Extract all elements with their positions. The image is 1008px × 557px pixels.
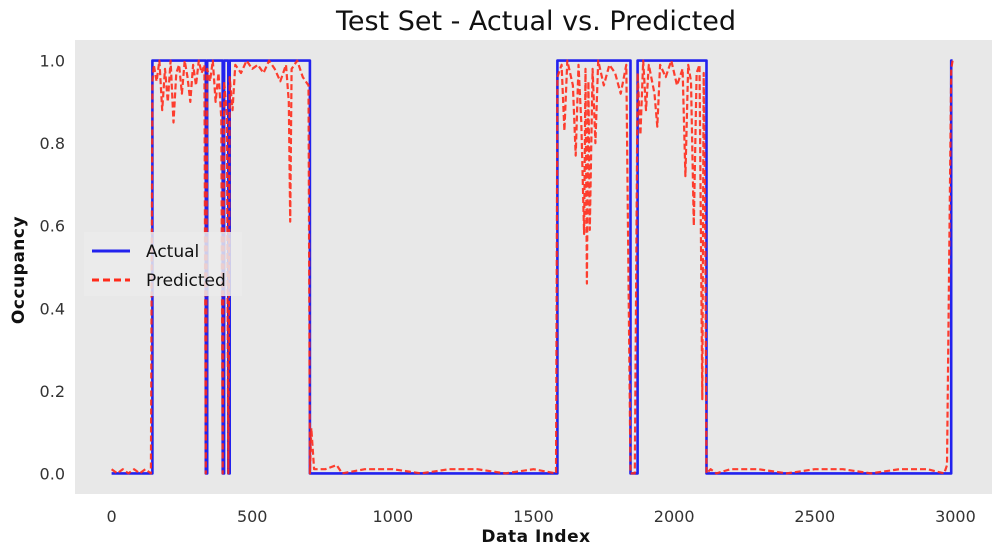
series-line-predicted — [110, 59, 954, 475]
chart-title: Test Set - Actual vs. Predicted — [335, 6, 736, 37]
x-tick-label: 2000 — [654, 507, 695, 526]
y-tick-label: 0.6 — [40, 217, 65, 236]
y-tick-label: 0.2 — [40, 382, 65, 401]
y-axis-label: Occupancy — [9, 216, 29, 324]
x-tick-label: 0 — [106, 507, 116, 526]
x-tick-label: 3000 — [935, 507, 976, 526]
legend-label-predicted: Predicted — [146, 271, 226, 291]
x-tick-label: 1500 — [513, 507, 554, 526]
x-tick-label: 1000 — [372, 507, 413, 526]
y-tick-label: 1.0 — [40, 52, 65, 71]
tick-layer: 0 500 1000 1500 2000 2500 3000 0.0 0.2 0.4 0.6 0.8 1… — [40, 52, 976, 526]
y-tick-label: 0.8 — [40, 134, 65, 153]
x-axis-label: Data Index — [481, 527, 590, 547]
legend: Actual Predicted — [84, 232, 242, 296]
x-tick-label: 500 — [237, 507, 268, 526]
legend-box — [84, 232, 242, 296]
legend-label-actual: Actual — [146, 242, 199, 262]
y-tick-label: 0.4 — [40, 299, 65, 318]
x-tick-label: 2500 — [794, 507, 835, 526]
y-tick-label: 0.0 — [40, 464, 65, 483]
